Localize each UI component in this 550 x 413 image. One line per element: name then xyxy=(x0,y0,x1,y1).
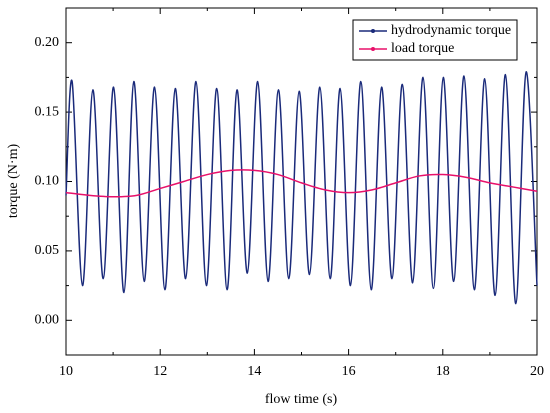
y-tick-label: 0.10 xyxy=(35,174,60,189)
legend-label: hydrodynamic torque xyxy=(391,23,511,38)
x-tick-label: 10 xyxy=(59,364,73,379)
legend-marker xyxy=(371,29,375,33)
x-tick-label: 14 xyxy=(247,364,261,379)
x-tick-label: 12 xyxy=(153,364,167,379)
x-tick-label: 18 xyxy=(436,364,450,379)
x-tick-label: 16 xyxy=(342,364,356,379)
x-axis-label: flow time (s) xyxy=(265,392,338,407)
series-line xyxy=(65,169,538,198)
y-tick-label: 0.15 xyxy=(35,104,60,119)
legend-label: load torque xyxy=(391,41,454,56)
y-tick-label: 0.00 xyxy=(35,313,60,328)
series-line xyxy=(65,71,538,305)
y-tick-label: 0.05 xyxy=(35,243,60,258)
y-axis-label: torque (N·m) xyxy=(6,144,21,219)
legend-marker xyxy=(371,47,375,51)
legend-box xyxy=(352,19,518,61)
y-tick-label: 0.20 xyxy=(35,35,60,50)
x-tick-label: 20 xyxy=(530,364,544,379)
